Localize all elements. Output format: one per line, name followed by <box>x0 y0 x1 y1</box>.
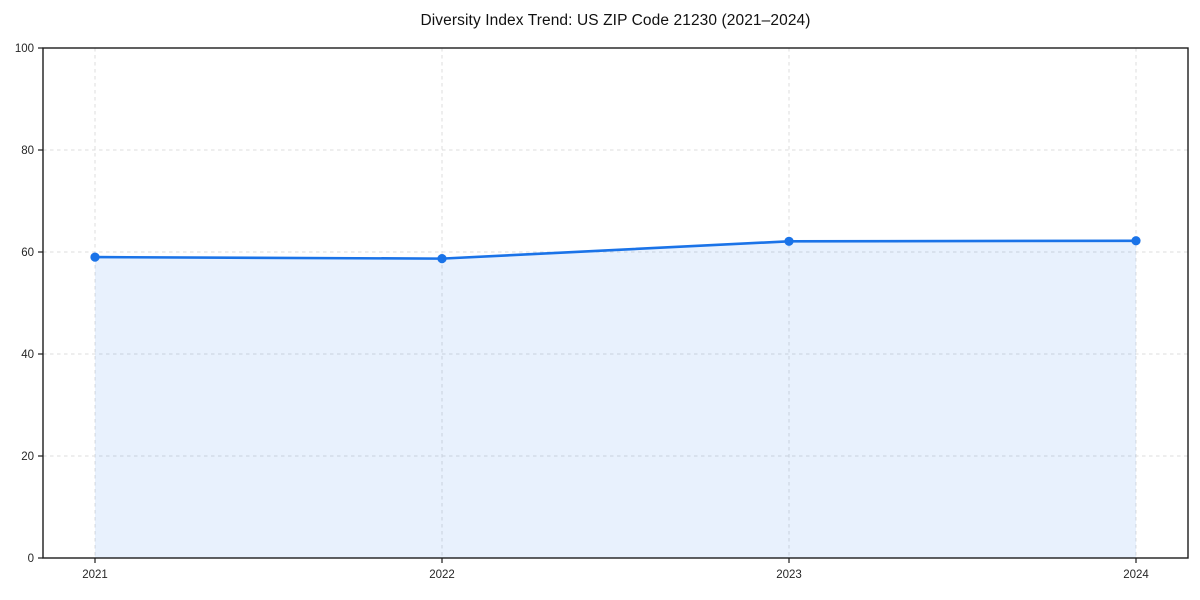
chart-title: Diversity Index Trend: US ZIP Code 21230… <box>420 12 811 29</box>
data-point-2022 <box>437 254 447 264</box>
y-tick-label: 0 <box>28 553 34 565</box>
y-tick-label: 100 <box>15 43 34 55</box>
y-tick-label: 40 <box>21 349 34 361</box>
x-tick-label: 2021 <box>82 569 108 581</box>
y-tick-label: 60 <box>21 247 34 259</box>
data-point-2023 <box>784 236 794 246</box>
y-tick-label: 20 <box>21 451 34 463</box>
y-tick-label: 80 <box>21 145 34 157</box>
trend-line <box>93 239 1138 260</box>
data-point-2024 <box>1131 236 1141 246</box>
x-tick-label: 2024 <box>1123 569 1149 581</box>
x-tick-label: 2022 <box>429 569 455 581</box>
data-point-2021 <box>90 252 100 262</box>
x-tick-label: 2023 <box>776 569 802 581</box>
plot-border <box>42 47 1189 559</box>
area-fill <box>95 240 1136 558</box>
